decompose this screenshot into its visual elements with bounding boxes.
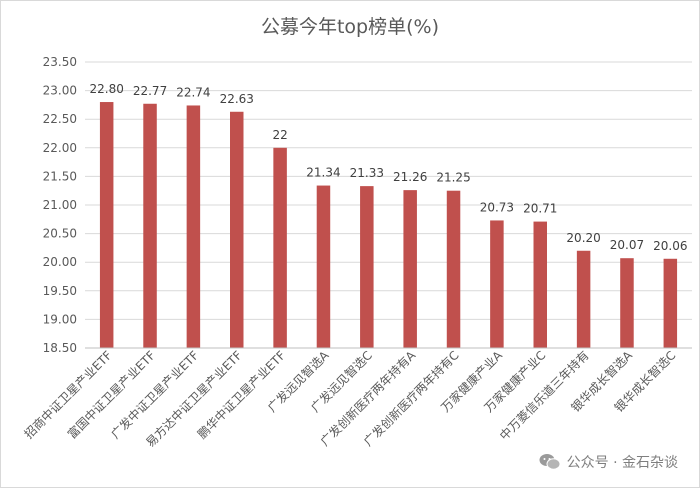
y-tick-label: 23.50 (43, 55, 77, 69)
bar (273, 147, 287, 348)
bar (316, 185, 331, 348)
data-label: 21.26 (393, 170, 427, 184)
data-label: 21.34 (306, 166, 340, 180)
y-tick-label: 22.50 (43, 112, 77, 126)
bar (360, 186, 374, 348)
data-label: 21.25 (436, 171, 470, 185)
data-label: 20.73 (480, 200, 514, 214)
y-tick-label: 20.50 (43, 227, 77, 241)
data-label: 20.07 (610, 238, 644, 252)
watermark: 公众号 · 金石杂谈 (539, 452, 678, 472)
y-tick-label: 21.00 (43, 198, 77, 212)
bar (576, 250, 591, 348)
watermark-text: 公众号 · 金石杂谈 (566, 455, 678, 471)
bar (620, 258, 634, 348)
bar (490, 220, 504, 348)
data-label: 20.06 (653, 239, 687, 253)
grid-lines (85, 61, 692, 349)
y-tick-label: 19.50 (43, 284, 77, 298)
data-label: 22.63 (220, 92, 254, 106)
y-tick-label: 22.00 (43, 141, 77, 155)
bar (403, 190, 417, 348)
bars (99, 102, 678, 348)
chart-title: 公募今年top榜单(%) (260, 16, 439, 38)
y-tick-label: 18.50 (43, 341, 77, 355)
bar (99, 102, 114, 348)
wechat-icon (539, 453, 561, 471)
y-tick-label: 21.50 (43, 169, 77, 183)
bar (533, 221, 547, 348)
data-labels: 22.80 22.77 22.74 22.63 22 21.34 21.33 21.26 21.… (89, 82, 687, 253)
y-tick-label: 20.00 (43, 255, 77, 269)
bar (143, 103, 157, 348)
y-tick-label: 19.00 (43, 312, 77, 326)
data-label: 22 (272, 128, 287, 142)
bar (663, 258, 678, 348)
data-label: 22.74 (176, 85, 210, 99)
y-axis-ticks: 18.50 19.00 19.50 20.00 20.50 21.00 21.50 22.00… (43, 55, 77, 355)
data-label: 22.80 (89, 82, 123, 96)
data-label: 20.71 (523, 202, 557, 216)
y-tick-label: 23.00 (43, 84, 77, 98)
bar (186, 105, 201, 348)
data-label: 20.20 (566, 231, 600, 245)
data-label: 21.33 (350, 166, 384, 180)
bar (446, 190, 461, 348)
x-axis-categories: 招商中证卫星产业ETF富国中证卫星产业ETF广发中证卫星产业ETF易方达中证卫星… (21, 347, 679, 450)
data-label: 22.77 (133, 84, 167, 98)
bar (230, 111, 244, 348)
